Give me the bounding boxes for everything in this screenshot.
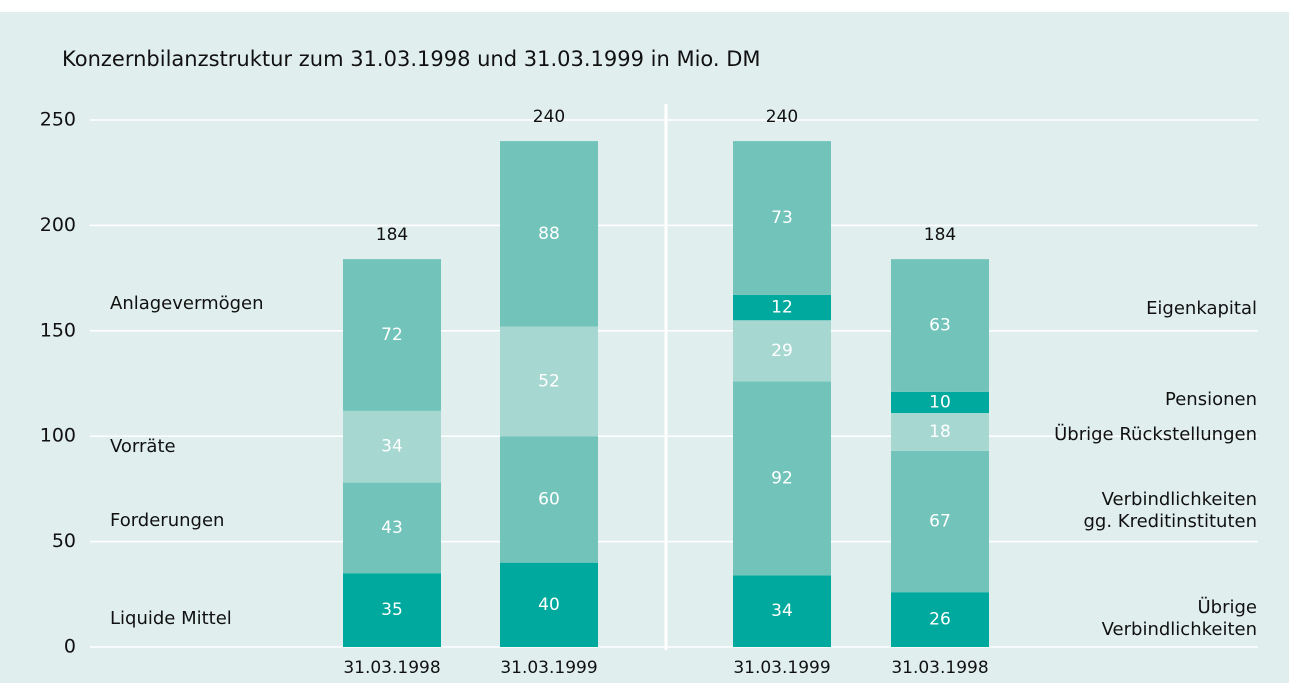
- value-label: 10: [929, 392, 951, 412]
- value-label: 18: [929, 422, 951, 442]
- bar-segment: [500, 436, 598, 563]
- bar-segment: [891, 450, 989, 593]
- value-label: 52: [538, 371, 560, 391]
- bar-segment: [891, 413, 989, 451]
- bar-segment: [891, 391, 989, 414]
- bar-segment: [733, 575, 831, 647]
- bar-segment: [733, 381, 831, 576]
- y-tick-label: 200: [40, 214, 76, 236]
- series-label: Liquide Mittel: [110, 608, 232, 629]
- bar-segment: [343, 482, 441, 574]
- value-label: 29: [771, 341, 793, 361]
- total-label: 240: [533, 107, 565, 127]
- value-label: 72: [381, 325, 403, 345]
- y-tick-label: 150: [40, 319, 76, 341]
- bar-segment: [733, 294, 831, 321]
- x-tick-label: 31.03.1999: [733, 658, 830, 678]
- value-label: 88: [538, 224, 560, 244]
- value-label: 67: [929, 512, 951, 532]
- x-tick-label: 31.03.1998: [891, 658, 988, 678]
- total-label: 184: [924, 225, 956, 245]
- series-label: Pensionen: [1165, 389, 1257, 410]
- chart-title: Konzernbilanzstruktur zum 31.03.1998 und…: [62, 47, 761, 71]
- value-label: 92: [771, 468, 793, 488]
- y-tick-label: 100: [40, 425, 76, 447]
- series-label: Übrige Verbindlichkeiten: [1101, 597, 1257, 640]
- value-label: 12: [771, 298, 793, 318]
- x-tick-label: 31.03.1998: [343, 658, 440, 678]
- bar-segment: [733, 141, 831, 295]
- value-label: 73: [771, 208, 793, 228]
- y-tick-label: 50: [52, 530, 76, 552]
- series-label: Forderungen: [110, 510, 225, 531]
- value-label: 43: [381, 518, 403, 538]
- value-label: 40: [538, 595, 560, 615]
- bar-segment: [733, 320, 831, 382]
- bar-segment: [500, 326, 598, 437]
- series-label: Verbindlichkeiten gg. Kreditinstituten: [1083, 489, 1257, 532]
- bar-segment: [891, 259, 989, 392]
- bar-segment: [500, 562, 598, 647]
- total-label: 240: [766, 107, 798, 127]
- value-label: 63: [929, 316, 951, 336]
- bar-segment: [343, 573, 441, 647]
- value-label: 34: [381, 437, 403, 457]
- value-label: 35: [381, 600, 403, 620]
- bar-segment: [343, 410, 441, 483]
- series-label: Übrige Rückstellungen: [1054, 424, 1257, 445]
- bar-segment: [891, 592, 989, 647]
- x-tick-label: 31.03.1999: [500, 658, 597, 678]
- series-label: Anlagevermögen: [110, 293, 264, 314]
- series-label: Vorräte: [110, 436, 176, 457]
- value-label: 26: [929, 610, 951, 630]
- y-tick-label: 250: [40, 109, 76, 131]
- value-label: 60: [538, 489, 560, 509]
- value-label: 34: [771, 601, 793, 621]
- y-tick-label: 0: [64, 636, 76, 658]
- bar-segment: [500, 141, 598, 327]
- bar-segment: [343, 259, 441, 411]
- background: [0, 12, 1289, 683]
- total-label: 184: [376, 225, 408, 245]
- series-label: Eigenkapital: [1146, 298, 1257, 319]
